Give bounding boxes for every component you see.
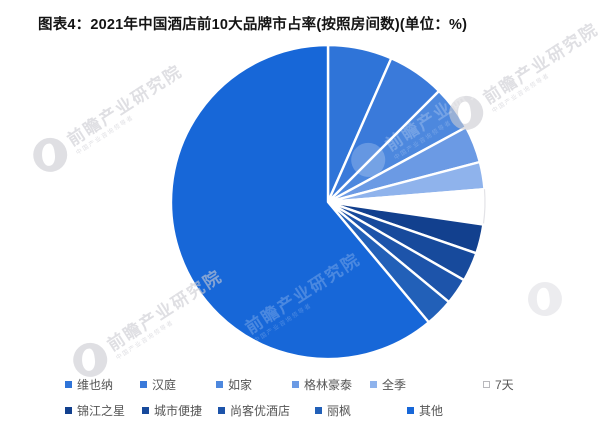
legend-marker-icon — [483, 380, 490, 388]
legend-item-1: 汉庭 — [140, 377, 177, 392]
legend-item-4: 全季 — [370, 377, 407, 392]
legend-marker-icon — [407, 406, 414, 414]
legend-marker-icon — [65, 406, 72, 414]
legend-label: 其他 — [419, 403, 444, 418]
legend-label: 全季 — [382, 377, 407, 392]
chart-title: 图表4：2021年中国酒店前10大品牌市占率(按照房间数)(单位：%) — [38, 17, 468, 33]
pie-slice-10 — [169, 43, 431, 361]
legend-label: 城市便捷 — [154, 403, 203, 418]
legend-item-7: 城市便捷 — [142, 403, 203, 418]
legend-label: 汉庭 — [152, 377, 177, 392]
legend-marker-icon — [292, 380, 299, 388]
legend-item-3: 格林豪泰 — [292, 377, 353, 392]
legend-marker-icon — [140, 380, 147, 388]
legend-marker-icon — [370, 380, 377, 388]
legend-item-0: 维也纳 — [65, 377, 114, 392]
legend-item-10: 其他 — [407, 403, 444, 418]
legend-marker-icon — [216, 380, 223, 388]
legend-label: 尚客优酒店 — [230, 403, 291, 418]
legend-item-2: 如家 — [216, 377, 253, 392]
legend-label: 格林豪泰 — [304, 377, 353, 392]
legend-item-8: 尚客优酒店 — [218, 403, 291, 418]
legend-marker-icon — [142, 406, 149, 414]
legend-label: 锦江之星 — [77, 403, 126, 418]
legend-label: 丽枫 — [327, 403, 352, 418]
legend-marker-icon — [65, 380, 72, 388]
legend-item-6: 锦江之星 — [65, 403, 126, 418]
legend-marker-icon — [315, 406, 322, 414]
legend-item-5: 7天 — [483, 377, 514, 392]
legend-item-9: 丽枫 — [315, 403, 352, 418]
legend-label: 如家 — [228, 377, 253, 392]
legend-label: 维也纳 — [77, 377, 114, 392]
legend-marker-icon — [218, 406, 225, 414]
legend-label: 7天 — [495, 377, 514, 392]
